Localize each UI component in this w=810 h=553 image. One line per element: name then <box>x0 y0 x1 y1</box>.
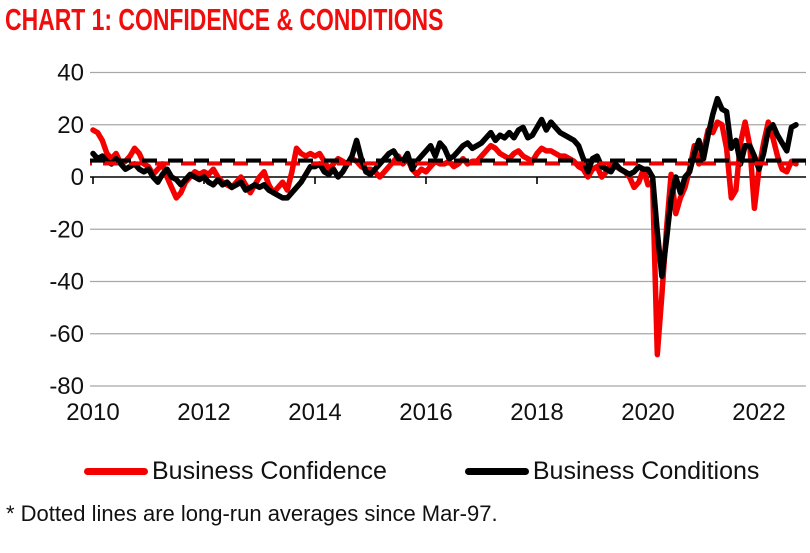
y-tick-label: -20 <box>49 216 84 243</box>
y-tick-label: -40 <box>49 269 84 296</box>
legend-item-conditions: Business Conditions <box>464 456 760 486</box>
legend-item-confidence: Business Confidence <box>84 457 387 486</box>
footnote: * Dotted lines are long-run averages sin… <box>6 501 498 526</box>
y-tick-label: 20 <box>57 112 84 139</box>
x-tick-label: 2016 <box>399 399 452 426</box>
series-line-business-confidence <box>90 119 799 358</box>
x-tick-label: 2014 <box>288 399 341 426</box>
y-tick-label: 40 <box>57 60 84 87</box>
x-tick-label: 2018 <box>510 399 563 426</box>
series-line-business-conditions <box>90 95 799 280</box>
chart-title: CHART 1: CONFIDENCE & CONDITIONS <box>5 2 444 37</box>
x-tick-label: 2022 <box>732 399 785 426</box>
y-tick-label: 0 <box>71 164 84 191</box>
legend-label-confidence: Business Confidence <box>152 456 387 485</box>
y-tick-label: -60 <box>49 321 84 348</box>
x-tick-label: 2010 <box>66 399 119 426</box>
legend-label-conditions: Business Conditions <box>532 456 760 485</box>
x-tick-label: 2012 <box>177 399 230 426</box>
confidence-line-swatch <box>84 467 148 475</box>
conditions-line-swatch <box>464 467 529 475</box>
legend: Business Confidence Business Conditions <box>0 452 810 490</box>
x-tick-label: 2020 <box>621 399 674 426</box>
y-tick-label: -80 <box>49 373 84 400</box>
